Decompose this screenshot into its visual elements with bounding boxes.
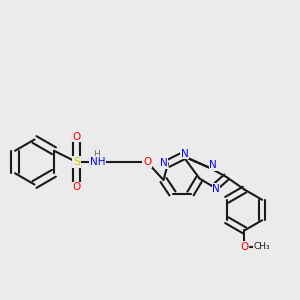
Text: S: S xyxy=(73,157,80,167)
Text: N: N xyxy=(181,148,188,159)
Text: NH: NH xyxy=(90,157,105,167)
Text: O: O xyxy=(72,182,81,193)
Text: H: H xyxy=(93,150,99,159)
Text: CH₃: CH₃ xyxy=(254,242,270,251)
Text: N: N xyxy=(212,184,220,194)
Text: O: O xyxy=(240,242,249,252)
Text: N: N xyxy=(209,160,217,170)
Text: O: O xyxy=(143,157,151,167)
Text: O: O xyxy=(72,131,81,142)
Text: N: N xyxy=(160,158,167,169)
